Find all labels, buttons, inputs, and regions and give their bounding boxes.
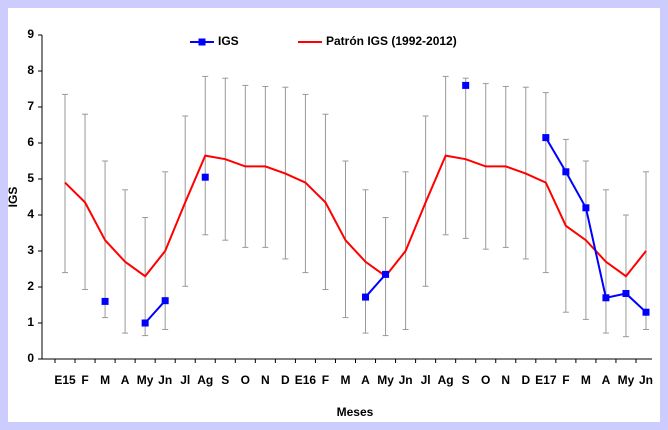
x-tick-label: S <box>462 373 470 387</box>
series-marker <box>562 168 570 176</box>
x-tick-label: A <box>361 373 370 387</box>
series-marker <box>642 308 650 316</box>
series-marker <box>582 204 590 212</box>
y-tick-label: 1 <box>27 315 34 329</box>
x-tick-label: O <box>241 373 250 387</box>
series-marker <box>161 297 169 305</box>
y-tick-label: 6 <box>27 135 34 149</box>
y-tick-label: 9 <box>27 27 34 41</box>
y-tick-label: 5 <box>27 171 34 185</box>
chart-area <box>8 8 660 422</box>
x-tick-label: My <box>137 373 154 387</box>
x-tick-label: Ag <box>197 373 213 387</box>
x-tick-label: Jn <box>639 373 653 387</box>
x-tick-label: N <box>501 373 510 387</box>
x-tick-label: My <box>377 373 394 387</box>
series-line <box>64 154 647 278</box>
y-tick-label: 3 <box>27 243 34 257</box>
series-marker <box>362 293 370 301</box>
legend-marker <box>198 38 206 46</box>
x-tick-label: E16 <box>295 373 317 387</box>
x-tick-label: E15 <box>54 373 76 387</box>
x-tick-label: M <box>340 373 350 387</box>
x-tick-label: F <box>562 373 569 387</box>
y-tick-label: 7 <box>27 99 34 113</box>
x-tick-label: F <box>81 373 88 387</box>
x-tick-label: A <box>121 373 130 387</box>
x-tick-label: My <box>618 373 635 387</box>
x-tick-label: Jl <box>421 373 431 387</box>
legend-label: IGS <box>218 34 239 48</box>
x-tick-label: Jn <box>399 373 413 387</box>
series-marker <box>201 173 209 181</box>
x-tick-label: D <box>521 373 530 387</box>
x-tick-label: Jn <box>158 373 172 387</box>
x-tick-label: Jl <box>180 373 190 387</box>
series-marker <box>101 297 109 305</box>
y-tick-label: 4 <box>27 207 34 221</box>
x-tick-label: M <box>581 373 591 387</box>
x-tick-label: S <box>221 373 229 387</box>
y-tick-label: 0 <box>27 351 34 365</box>
x-tick-label: M <box>100 373 110 387</box>
series-marker <box>542 134 550 142</box>
x-tick-label: F <box>322 373 329 387</box>
x-tick-label: E17 <box>535 373 557 387</box>
y-axis-label: IGS <box>6 187 20 208</box>
x-tick-label: O <box>481 373 490 387</box>
series-marker <box>602 294 610 302</box>
x-tick-label: N <box>261 373 270 387</box>
x-tick-label: A <box>602 373 611 387</box>
legend-label: Patrón IGS (1992-2012) <box>326 34 457 48</box>
series-marker <box>462 81 470 89</box>
x-axis-label: Meses <box>337 405 374 419</box>
y-tick-label: 2 <box>27 279 34 293</box>
x-tick-label: Ag <box>438 373 454 387</box>
series-marker <box>141 319 149 327</box>
series-marker <box>622 289 630 297</box>
y-tick-label: 8 <box>27 63 34 77</box>
series-marker <box>382 270 390 278</box>
x-tick-label: D <box>281 373 290 387</box>
